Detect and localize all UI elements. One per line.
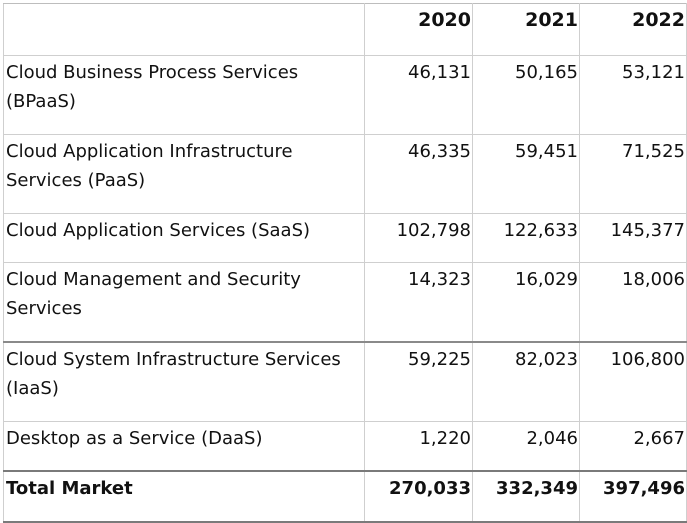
value-cell: 2,046 (472, 421, 580, 472)
year-header: 2022 (579, 3, 687, 56)
table-row: Cloud Management and Security Services 1… (3, 262, 687, 343)
value-cell: 59,451 (472, 134, 580, 214)
value-cell: 59,225 (364, 341, 473, 422)
value-cell: 122,633 (472, 213, 580, 263)
year-header: 2021 (472, 3, 580, 56)
row-label: Cloud Application Infrastructure Service… (3, 134, 365, 214)
total-row: Total Market 270,033 332,349 397,496 (3, 470, 687, 523)
total-value: 397,496 (579, 470, 687, 523)
table-row: Desktop as a Service (DaaS) 1,220 2,046 … (3, 421, 687, 472)
value-cell: 71,525 (579, 134, 687, 214)
value-cell: 102,798 (364, 213, 473, 263)
total-value: 332,349 (472, 470, 580, 523)
row-label: Cloud System Infrastructure Services (Ia… (3, 341, 365, 422)
value-cell: 82,023 (472, 341, 580, 422)
cloud-market-table: 2020 2021 2022 Cloud Business Process Se… (3, 3, 687, 523)
header-empty-cell (3, 3, 365, 56)
value-cell: 18,006 (579, 262, 687, 343)
value-cell: 16,029 (472, 262, 580, 343)
year-header: 2020 (364, 3, 473, 56)
value-cell: 1,220 (364, 421, 473, 472)
header-row: 2020 2021 2022 (3, 3, 687, 56)
value-cell: 53,121 (579, 55, 687, 135)
row-label: Cloud Management and Security Services (3, 262, 365, 343)
value-cell: 106,800 (579, 341, 687, 422)
total-label: Total Market (3, 470, 365, 523)
total-value: 270,033 (364, 470, 473, 523)
row-label: Cloud Business Process Services (BPaaS) (3, 55, 365, 135)
table-row: Cloud Application Services (SaaS) 102,79… (3, 213, 687, 263)
value-cell: 14,323 (364, 262, 473, 343)
row-label: Desktop as a Service (DaaS) (3, 421, 365, 472)
value-cell: 50,165 (472, 55, 580, 135)
table-row: Cloud Application Infrastructure Service… (3, 134, 687, 214)
table-row: Cloud System Infrastructure Services (Ia… (3, 341, 687, 422)
value-cell: 2,667 (579, 421, 687, 472)
value-cell: 46,335 (364, 134, 473, 214)
value-cell: 46,131 (364, 55, 473, 135)
value-cell: 145,377 (579, 213, 687, 263)
table-row: Cloud Business Process Services (BPaaS) … (3, 55, 687, 135)
row-label: Cloud Application Services (SaaS) (3, 213, 365, 263)
